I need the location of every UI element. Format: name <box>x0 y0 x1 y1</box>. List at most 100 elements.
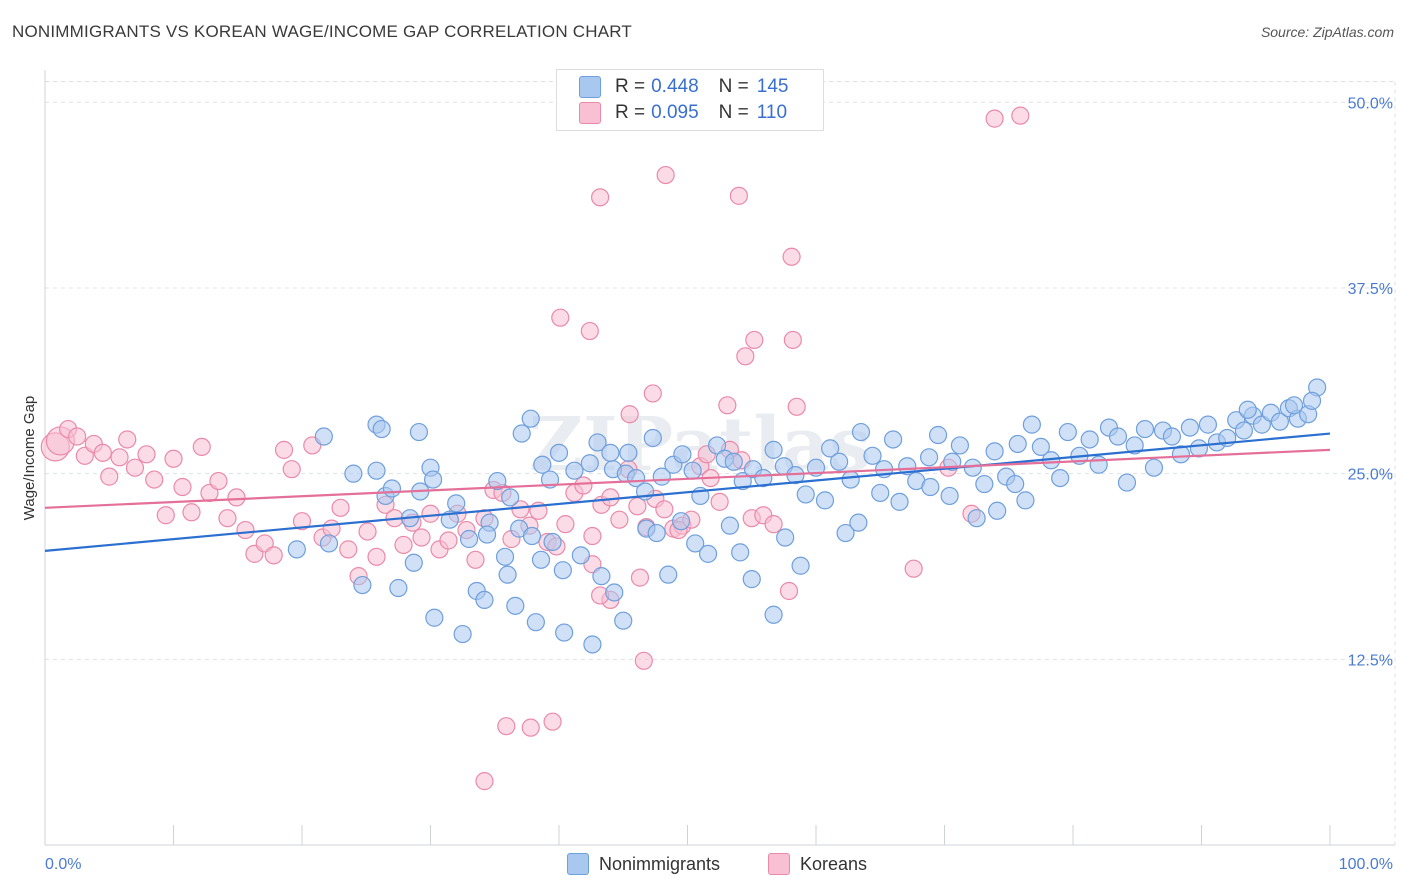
nonimmigrants-point <box>580 454 599 473</box>
nonimmigrants-point <box>647 523 666 543</box>
koreans-point <box>164 449 183 468</box>
koreans-point <box>173 477 192 497</box>
y-tick-label: 12.5% <box>1348 652 1393 669</box>
nonimmigrants-swatch <box>579 76 601 98</box>
nonimmigrants-point <box>671 512 691 531</box>
nonimmigrants-point <box>555 623 574 642</box>
koreans-point <box>209 471 228 491</box>
nonimmigrants-point <box>447 494 466 513</box>
nonimmigrants-point <box>1016 491 1035 510</box>
nonimmigrants-point <box>488 471 507 491</box>
nonimmigrants-point <box>849 513 868 532</box>
nonimmigrants-point <box>353 575 372 595</box>
koreans-point <box>227 488 246 507</box>
chart-title: NONIMMIGRANTS VS KOREAN WAGE/INCOME GAP … <box>12 22 633 41</box>
nonimmigrants-point <box>776 528 795 547</box>
nonimmigrants-point <box>928 425 948 445</box>
nonimmigrants-point <box>423 470 443 489</box>
koreans-point <box>156 506 175 525</box>
axes <box>44 70 1395 846</box>
koreans-point <box>182 503 201 522</box>
nonimmigrants-point <box>512 424 531 443</box>
y-tick-label: 37.5% <box>1348 281 1393 298</box>
nonimmigrants-point <box>841 470 860 489</box>
koreans-point <box>218 509 237 528</box>
nonimmigrants-point <box>614 611 633 630</box>
koreans-point <box>1011 106 1030 125</box>
nonimmigrants-point <box>764 440 783 459</box>
nonimmigrants-point <box>836 523 855 543</box>
nonimmigrants-point <box>791 556 810 575</box>
nonimmigrants-point <box>475 590 494 610</box>
nonimmigrants-point <box>1302 391 1322 410</box>
nonimmigrants-point <box>1031 437 1050 457</box>
koreans-point <box>282 460 301 479</box>
nonimmigrants-point <box>975 474 994 494</box>
koreans-point <box>583 526 602 546</box>
koreans-point <box>292 512 312 531</box>
nonimmigrants-point <box>501 488 520 507</box>
nonimmigrants-point <box>382 479 402 498</box>
tick-labels: 12.5% 25.0% 37.5% 50.0% 0.0% 100.0% <box>45 95 1393 873</box>
koreans-point <box>475 772 494 791</box>
koreans-point <box>556 515 575 534</box>
nonimmigrants-point <box>1144 458 1164 477</box>
r-label: R = <box>615 76 646 97</box>
koreans-point <box>591 188 610 207</box>
nonimmigrants-point <box>898 457 917 476</box>
koreans-point <box>118 430 137 449</box>
koreans-point <box>985 109 1004 128</box>
nonimmigrants-point <box>720 516 740 535</box>
koreans-points <box>40 106 1030 791</box>
nonimmigrants-point <box>565 461 584 480</box>
koreans-point <box>192 437 211 457</box>
koreans-point <box>521 718 540 737</box>
nonimmigrants-point <box>1238 400 1257 419</box>
nonimmigrants-point <box>477 525 497 544</box>
koreans-point <box>783 330 802 350</box>
nonimmigrants-point <box>1058 422 1077 442</box>
koreans-point <box>656 165 675 185</box>
nonimmigrants-point <box>1008 434 1027 454</box>
nonimmigrants-point <box>367 461 386 480</box>
n-label: N = <box>718 76 749 97</box>
nonimmigrants-point <box>821 439 840 458</box>
nonimmigrants-point <box>683 461 702 480</box>
koreans-point <box>543 712 562 731</box>
nonimmigrants-point <box>404 553 423 572</box>
nonimmigrants-point <box>1108 427 1128 446</box>
koreans-point <box>331 498 350 517</box>
nonimmigrants-point <box>890 492 909 511</box>
nonimmigrants-point <box>605 583 624 602</box>
koreans-point <box>145 470 164 489</box>
nonimmigrants-point <box>531 550 551 569</box>
nonimmigrants-point <box>754 468 773 488</box>
nonimmigrants-point <box>707 436 727 455</box>
nonimmigrants-point <box>985 442 1004 461</box>
legend-box: R = 0.448 N = 145 R = 0.095 N = 110 <box>556 69 824 131</box>
nonimmigrants-point <box>863 446 882 465</box>
x-tick-label: 0.0% <box>45 856 81 873</box>
nonimmigrants-point <box>742 570 761 589</box>
nonimmigrants-point <box>498 565 517 584</box>
koreans-point <box>93 443 112 462</box>
bottom-legend-koreans: Koreans <box>768 852 867 876</box>
koreans-point <box>745 330 764 350</box>
koreans-point <box>643 384 662 403</box>
nonimmigrants-point <box>601 443 620 462</box>
nonimmigrants-point <box>919 448 939 467</box>
nonimmigrants-point <box>698 544 718 563</box>
koreans-point <box>367 547 386 566</box>
nonimmigrants-point <box>314 427 333 446</box>
r-value: 0.448 <box>651 76 699 97</box>
nonimmigrants-point <box>543 532 562 552</box>
nonimmigrants-point <box>287 540 306 559</box>
nonimmigrants-point <box>1080 430 1099 449</box>
koreans-label: Koreans <box>800 853 868 874</box>
nonimmigrants-point <box>724 452 743 471</box>
koreans-point <box>264 546 283 565</box>
nonimmigrants-point <box>1006 474 1025 494</box>
nonimmigrants-point <box>619 443 638 462</box>
legend-row-koreans: R = 0.095 N = 110 <box>579 101 787 125</box>
